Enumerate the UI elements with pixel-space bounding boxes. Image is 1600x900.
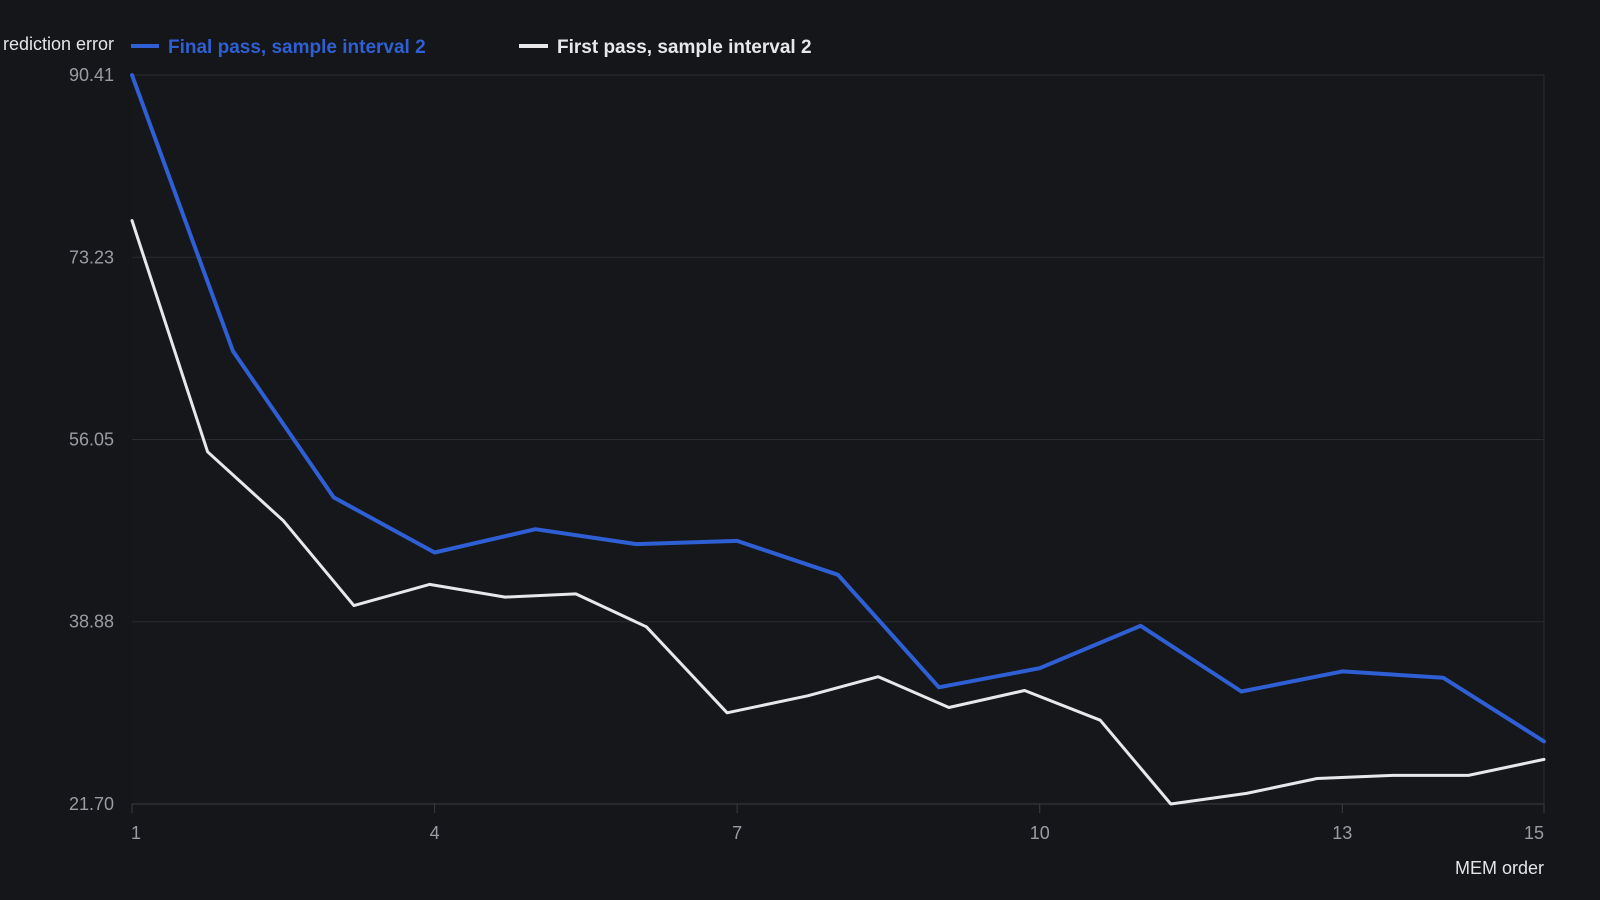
x-tick-label: 4 <box>430 823 440 843</box>
tick-labels: 90.41 73.23 56.05 38.88 21.70 1 4 7 10 13 15 <box>69 65 1544 843</box>
series-line-first-pass <box>130 219 1546 806</box>
x-tick-label: 1 <box>131 823 141 843</box>
x-tick-label: 10 <box>1030 823 1050 843</box>
y-tick-label: 38.88 <box>69 612 114 632</box>
x-tick-label: 15 <box>1524 823 1544 843</box>
series-line-final-pass <box>130 73 1546 744</box>
legend-item-first-pass[interactable]: First pass, sample interval 2 <box>519 37 812 58</box>
x-tick-label: 13 <box>1332 823 1352 843</box>
legend[interactable]: Final pass, sample interval 2 First pass… <box>131 37 812 58</box>
gridlines <box>132 74 1545 805</box>
y-tick-label: 73.23 <box>69 247 114 267</box>
legend-label-final-pass: Final pass, sample interval 2 <box>168 37 426 58</box>
legend-item-final-pass[interactable]: Final pass, sample interval 2 <box>131 37 426 58</box>
x-tick-label: 7 <box>732 823 742 843</box>
series-lines <box>130 73 1546 806</box>
x-axis <box>131 804 1545 813</box>
y-tick-label: 90.41 <box>69 65 114 85</box>
y-tick-label: 21.70 <box>69 794 114 814</box>
y-axis-title: rediction error <box>3 34 114 54</box>
legend-label-first-pass: First pass, sample interval 2 <box>557 37 812 58</box>
y-tick-label: 56.05 <box>69 430 114 450</box>
x-axis-title: MEM order <box>1455 858 1544 878</box>
